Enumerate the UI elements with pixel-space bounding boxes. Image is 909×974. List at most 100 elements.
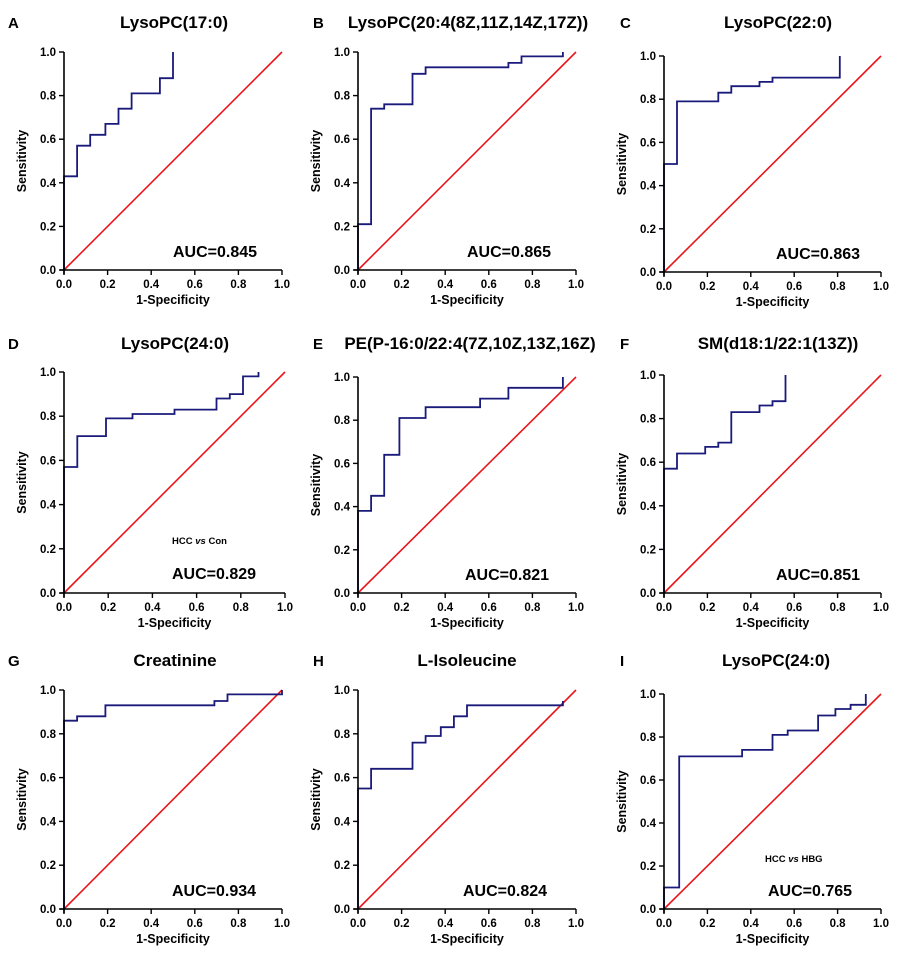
x-tick-label-d: 0.8 [233,602,250,614]
y-tick-label-d: 1.0 [40,367,56,379]
x-tick-label-d: 1.0 [277,602,293,614]
roc-curve-h [357,701,564,909]
y-tick-label-g: 0.8 [40,729,57,741]
x-axis-label-i: 1-Specificity [736,932,810,946]
chart-title-h: L-Isoleucine [417,651,516,670]
x-axis-label-b: 1-Specificity [430,293,504,307]
y-tick-label-f: 0.4 [640,501,657,513]
y-tick-label-c: 0.2 [640,224,656,236]
reference-line-a [63,51,283,271]
x-tick-label-a: 0.8 [230,279,247,291]
roc-curve-a [63,52,174,270]
y-tick-label-f: 0.0 [640,588,656,600]
panel-letter-c: C [620,15,631,32]
panel-letter-e: E [313,336,323,353]
x-tick-label-c: 0.8 [830,281,847,293]
x-tick-label-c: 1.0 [873,281,889,293]
comparison-note-i: HCC vs HBG [765,854,823,865]
note-vs-d: vs [195,536,206,547]
y-axis-label-h: Sensitivity [309,768,323,831]
chart-title-f: SM(d18:1/22:1(13Z)) [698,334,859,353]
auc-label-f: AUC=0.851 [776,567,860,584]
y-axis-label-i: Sensitivity [615,770,629,833]
x-tick-label-c: 0.4 [743,281,760,293]
y-tick-label-i: 0.4 [640,818,657,830]
chart-title-e: PE(P-16:0/22:4(7Z,10Z,13Z,16Z) [344,334,595,353]
x-tick-label-i: 0.6 [786,918,802,930]
x-tick-label-f: 0.2 [699,602,715,614]
x-tick-label-e: 0.2 [394,602,410,614]
x-tick-label-a: 0.4 [143,279,160,291]
reference-line-g [63,689,283,910]
x-tick-label-f: 0.4 [743,602,760,614]
panel-i: I LysoPC(24:0) 0.0 0.2 0.4 0.6 0.8 1.0 0.0 0.2 0.4… [615,651,889,946]
auc-label-a: AUC=0.845 [173,244,257,261]
note-group-b-d: Con [206,536,227,547]
x-tick-label-b: 0.8 [524,279,541,291]
y-tick-label-i: 0.8 [640,732,657,744]
y-tick-label-a: 1.0 [40,47,56,59]
y-tick-label-i: 1.0 [640,689,656,701]
x-tick-label-e: 0.0 [350,602,366,614]
auc-label-e: AUC=0.821 [465,567,549,584]
roc-curve-g [63,690,283,909]
panel-letter-g: G [8,653,20,670]
y-tick-label-f: 0.8 [640,414,657,426]
x-axis-label-a: 1-Specificity [136,293,210,307]
x-tick-label-d: 0.4 [144,602,161,614]
x-tick-label-g: 0.0 [56,918,72,930]
y-tick-label-d: 0.2 [40,544,56,556]
y-tick-label-d: 0.6 [40,455,56,467]
x-axis-label-d: 1-Specificity [138,616,212,630]
panel-letter-h: H [313,653,324,670]
y-tick-label-g: 0.0 [40,904,56,916]
auc-label-h: AUC=0.824 [463,883,547,900]
x-axis-label-e: 1-Specificity [430,616,504,630]
x-tick-label-b: 0.2 [394,279,410,291]
panel-h: H L-Isoleucine 0.0 0.2 0.4 0.6 0.8 1.0 0.0 0.2 0.4… [309,651,584,946]
note-group-a-i: HCC [765,854,788,865]
y-tick-label-a: 0.0 [40,265,56,277]
y-tick-label-c: 0.4 [640,181,657,193]
x-tick-label-d: 0.0 [56,602,72,614]
y-axis-label-c: Sensitivity [615,133,629,196]
y-tick-label-a: 0.6 [40,134,56,146]
reference-line-c [663,55,882,273]
y-tick-label-c: 1.0 [640,51,656,63]
y-axis-label-d: Sensitivity [15,451,29,514]
reference-line-h [357,689,577,910]
y-tick-label-e: 0.4 [334,502,351,514]
chart-title-g: Creatinine [133,651,216,670]
y-tick-label-i: 0.6 [640,775,656,787]
panel-g: G Creatinine 0.0 0.2 0.4 0.6 0.8 1.0 0.0 0.2 0.4 0.… [8,651,290,946]
x-tick-label-h: 0.4 [437,918,454,930]
x-tick-label-h: 0.6 [481,918,497,930]
x-tick-label-e: 0.8 [524,602,541,614]
y-axis-label-a: Sensitivity [15,130,29,193]
y-tick-label-b: 0.8 [334,91,351,103]
note-vs-i: vs [788,854,799,865]
y-tick-label-e: 0.6 [334,458,350,470]
x-tick-label-f: 0.6 [786,602,802,614]
y-axis-label-e: Sensitivity [309,454,323,517]
y-tick-label-c: 0.6 [640,137,656,149]
y-tick-label-b: 0.0 [334,265,350,277]
chart-title-i: LysoPC(24:0) [722,651,830,670]
roc-curve-c [663,56,841,272]
x-tick-label-g: 0.4 [143,918,160,930]
panel-letter-a: A [8,15,19,32]
y-tick-label-i: 0.2 [640,861,656,873]
auc-label-g: AUC=0.934 [172,883,256,900]
chart-title-c: LysoPC(22:0) [724,13,832,32]
y-tick-label-a: 0.4 [40,178,57,190]
x-tick-label-e: 0.4 [437,602,454,614]
y-axis-label-g: Sensitivity [15,768,29,831]
y-tick-label-g: 1.0 [40,685,56,697]
x-tick-label-a: 0.0 [56,279,72,291]
y-tick-label-h: 0.8 [334,729,351,741]
x-tick-label-h: 0.0 [350,918,366,930]
panel-letter-f: F [620,336,629,353]
auc-label-d: AUC=0.829 [172,566,256,583]
y-tick-label-d: 0.4 [40,500,57,512]
auc-label-i: AUC=0.765 [768,883,852,900]
